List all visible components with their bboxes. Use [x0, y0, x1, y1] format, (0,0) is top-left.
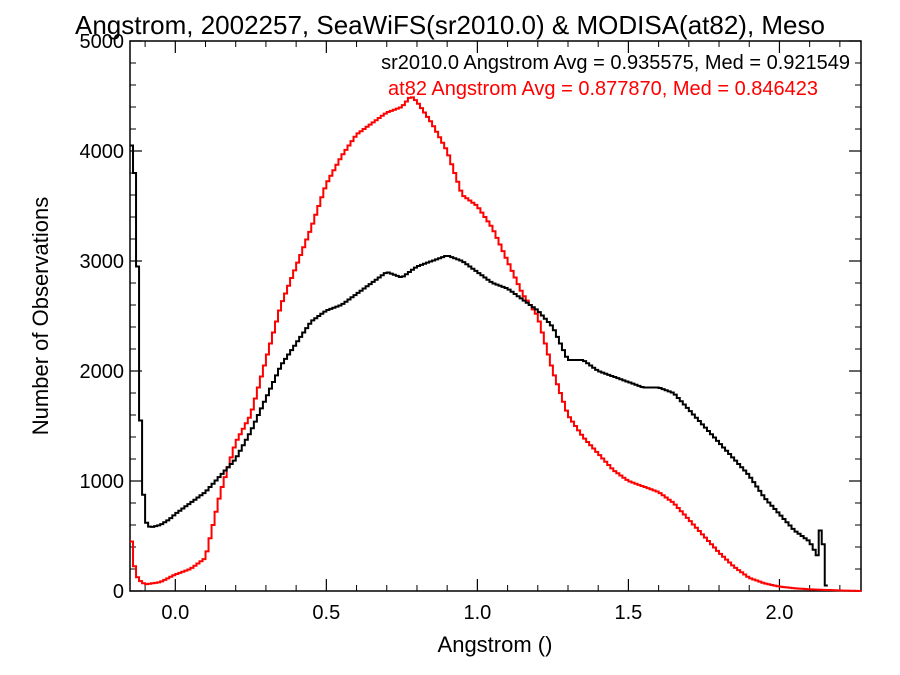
series-line-sr2010.0 — [130, 144, 828, 587]
chart-title: Angstrom, 2002257, SeaWiFS(sr2010.0) & M… — [75, 10, 825, 40]
y-axis-label: Number of Observations — [28, 197, 53, 435]
annotation-at82: at82 Angstrom Avg = 0.877870, Med = 0.84… — [388, 78, 818, 100]
x-tick-label: 1.5 — [615, 602, 643, 624]
x-tick-label: 0.5 — [312, 602, 340, 624]
annotation-sr2010: sr2010.0 Angstrom Avg = 0.935575, Med = … — [381, 52, 850, 74]
series-line-at82 — [130, 96, 862, 592]
plot-frame — [129, 40, 862, 592]
x-axis: 0.0 0.5 1.0 1.5 2.0 — [144, 41, 841, 624]
y-tick-label: 4000 — [80, 141, 125, 163]
y-axis: 0 1000 2000 3000 4000 5000 — [80, 31, 861, 603]
x-tick-label: 2.0 — [766, 602, 794, 624]
y-tick-label: 3000 — [80, 251, 125, 273]
x-tick-label: 0.0 — [161, 602, 189, 624]
y-tick-label: 5000 — [80, 31, 125, 53]
series-layer — [130, 96, 862, 592]
y-tick-label: 1000 — [80, 471, 125, 493]
y-tick-label: 0 — [113, 581, 124, 603]
x-tick-label: 1.0 — [463, 602, 491, 624]
x-axis-label: Angstrom () — [438, 632, 553, 657]
y-tick-label: 2000 — [80, 361, 125, 383]
